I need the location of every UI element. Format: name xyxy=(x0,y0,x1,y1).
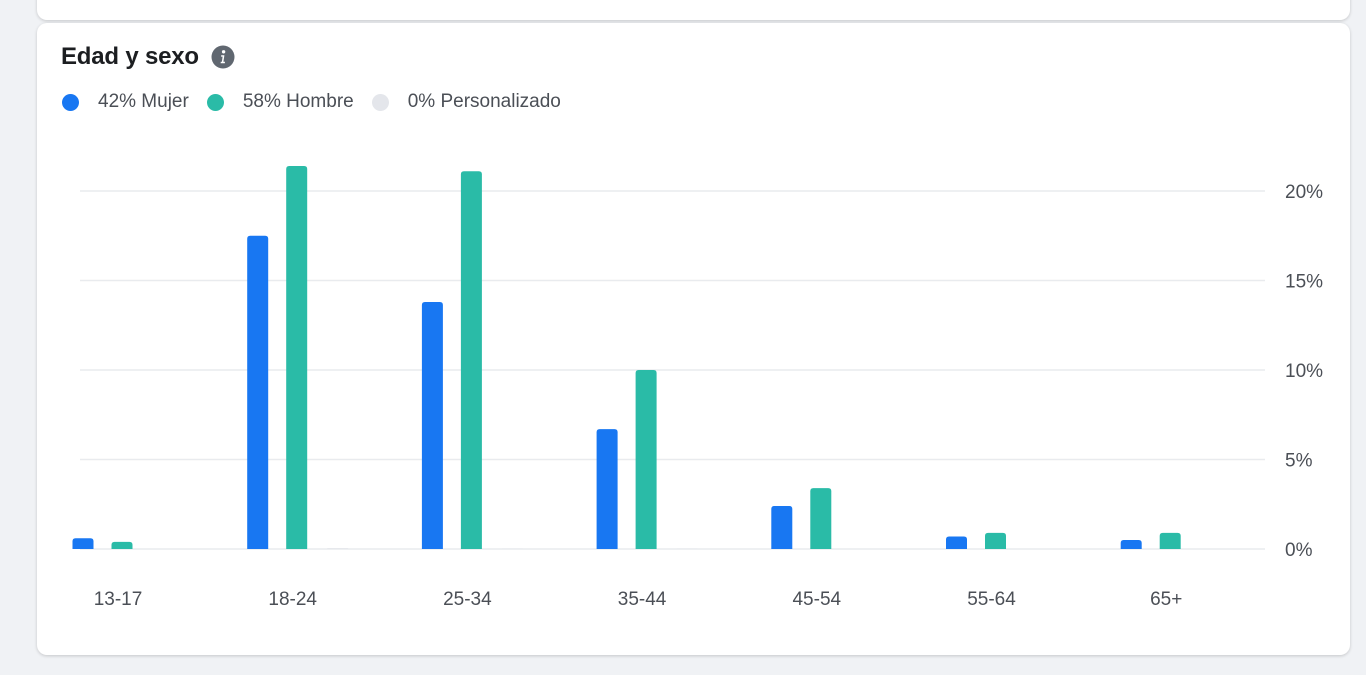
legend-label-mujer: 42% Mujer xyxy=(98,91,189,112)
bar-65+-mujer[interactable] xyxy=(1120,540,1142,549)
bar-45-54-mujer[interactable] xyxy=(771,506,793,549)
legend-dot-hombre xyxy=(206,93,224,111)
y-tick-label: 20% xyxy=(1285,182,1323,203)
bar-18-24-mujer[interactable] xyxy=(247,235,269,549)
bar-18-24-personalizado[interactable] xyxy=(327,548,349,549)
y-tick-label: 15% xyxy=(1285,272,1323,293)
legend-dot-personalizado xyxy=(371,93,389,111)
legend-item-hombre: 58% Hombre xyxy=(206,91,354,113)
y-tick-label: 0% xyxy=(1285,540,1313,561)
x-category-label: 35-44 xyxy=(618,589,667,610)
x-category-label: 55-64 xyxy=(967,589,1016,610)
legend-item-personalizado: 0% Personalizado xyxy=(371,91,561,113)
bar-35-44-mujer[interactable] xyxy=(596,429,618,549)
info-icon[interactable] xyxy=(211,45,235,69)
legend-dot-mujer xyxy=(62,93,79,111)
x-category-label: 25-34 xyxy=(443,589,492,610)
bar-25-34-mujer[interactable] xyxy=(421,301,443,549)
previous-card xyxy=(37,0,1350,20)
bar-13-17-mujer[interactable] xyxy=(72,538,94,549)
legend-item-mujer: 42% Mujer xyxy=(62,91,189,113)
age-gender-card: Edad y sexo 42% Mujer 58% Hombre 0% Pers… xyxy=(37,23,1350,655)
bar-65+-hombre[interactable] xyxy=(1159,532,1181,549)
y-tick-label: 5% xyxy=(1285,451,1313,472)
legend-label-personalizado: 0% Personalizado xyxy=(407,91,561,112)
x-category-label: 65+ xyxy=(1150,589,1182,610)
bar-35-44-hombre[interactable] xyxy=(635,370,657,549)
bar-25-34-hombre[interactable] xyxy=(460,171,482,549)
card-header: Edad y sexo xyxy=(61,43,235,71)
card-title: Edad y sexo xyxy=(61,43,199,70)
bar-13-17-hombre[interactable] xyxy=(111,541,133,549)
bar-45-54-hombre[interactable] xyxy=(810,488,832,549)
chart-legend: 42% Mujer 58% Hombre 0% Personalizado xyxy=(62,91,579,113)
x-category-label: 18-24 xyxy=(268,589,317,610)
x-category-label: 13-17 xyxy=(94,589,143,610)
bar-55-64-hombre[interactable] xyxy=(985,532,1006,549)
y-tick-label: 10% xyxy=(1285,361,1323,382)
x-category-label: 45-54 xyxy=(792,589,841,610)
age-gender-bar-chart: 0% 5% 10% 15% 20% 13-17 18-24 25-34 35-44 45-54 55… xyxy=(72,165,1323,610)
bar-55-64-mujer[interactable] xyxy=(946,536,967,549)
bar-18-24-hombre[interactable] xyxy=(286,165,308,549)
legend-label-hombre: 58% Hombre xyxy=(242,91,354,112)
